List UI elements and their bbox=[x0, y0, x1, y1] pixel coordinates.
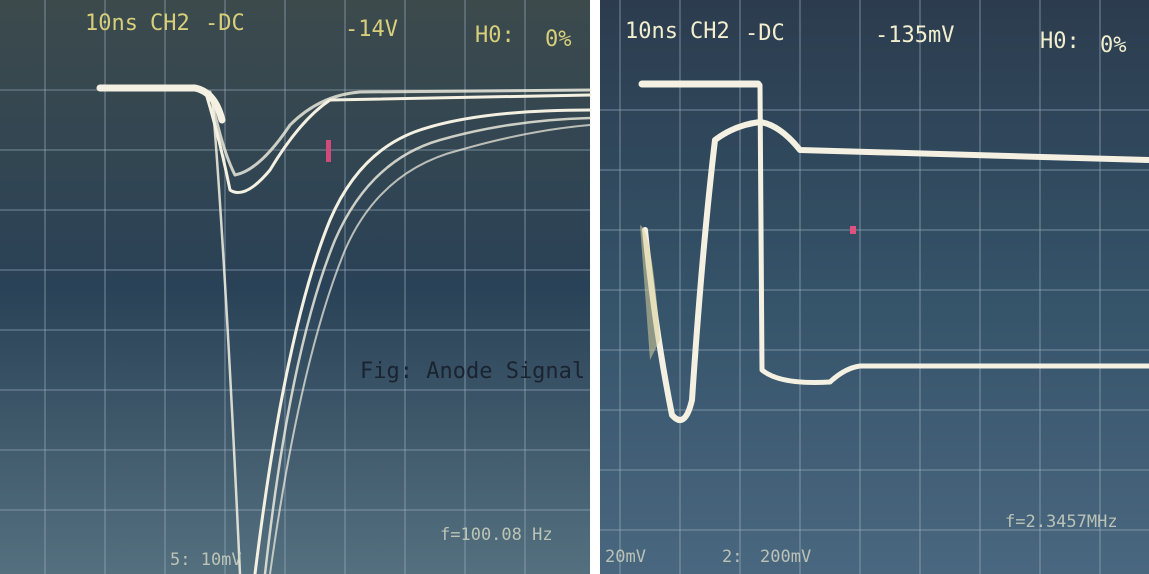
ch2-label: 2: bbox=[722, 547, 742, 567]
scope-photo-left: 10ns CH2 -DC -14V H0: 0% Fig: Anode Sign… bbox=[0, 0, 592, 574]
trace bbox=[269, 124, 591, 574]
trigger-marker bbox=[850, 226, 856, 234]
channel: CH2 bbox=[150, 11, 190, 36]
trace bbox=[757, 82, 1149, 385]
channel: CH2 bbox=[690, 19, 730, 44]
timebase: 10ns bbox=[85, 11, 138, 36]
trigger-level: -14V bbox=[345, 17, 398, 42]
holdoff: H0: bbox=[1040, 29, 1080, 54]
glow bbox=[640, 225, 660, 360]
trace bbox=[208, 88, 592, 177]
holdoff: H0: bbox=[475, 23, 515, 48]
scope-photo-right: 10ns CH2 -DC -135mV H0: 0% 20mV 2: 200mV… bbox=[600, 0, 1149, 574]
ch2-scale: 200mV bbox=[760, 547, 811, 567]
timebase: 10ns bbox=[625, 19, 678, 44]
caption: Fig: Anode Signal bbox=[360, 359, 585, 384]
trace bbox=[253, 108, 592, 574]
screen bbox=[0, 0, 590, 574]
ch1-scale: 20mV bbox=[605, 547, 646, 567]
frequency: f=100.08 Hz bbox=[440, 525, 553, 545]
trigger-level: -135mV bbox=[875, 23, 954, 48]
trigger-marker bbox=[326, 140, 331, 162]
coupling: -DC bbox=[205, 11, 245, 36]
waveforms bbox=[96, 84, 592, 574]
waveforms bbox=[638, 80, 1149, 423]
coupling: -DC bbox=[745, 21, 785, 46]
frequency: f=2.3457MHz bbox=[1005, 512, 1118, 532]
percent: 0% bbox=[1100, 33, 1127, 58]
trace bbox=[210, 93, 242, 574]
screen bbox=[600, 0, 1149, 574]
trace bbox=[203, 88, 592, 194]
scale: 5: 10mV bbox=[170, 550, 242, 570]
trace bbox=[263, 116, 592, 574]
grid bbox=[600, 0, 1149, 574]
percent: 0% bbox=[545, 27, 572, 52]
